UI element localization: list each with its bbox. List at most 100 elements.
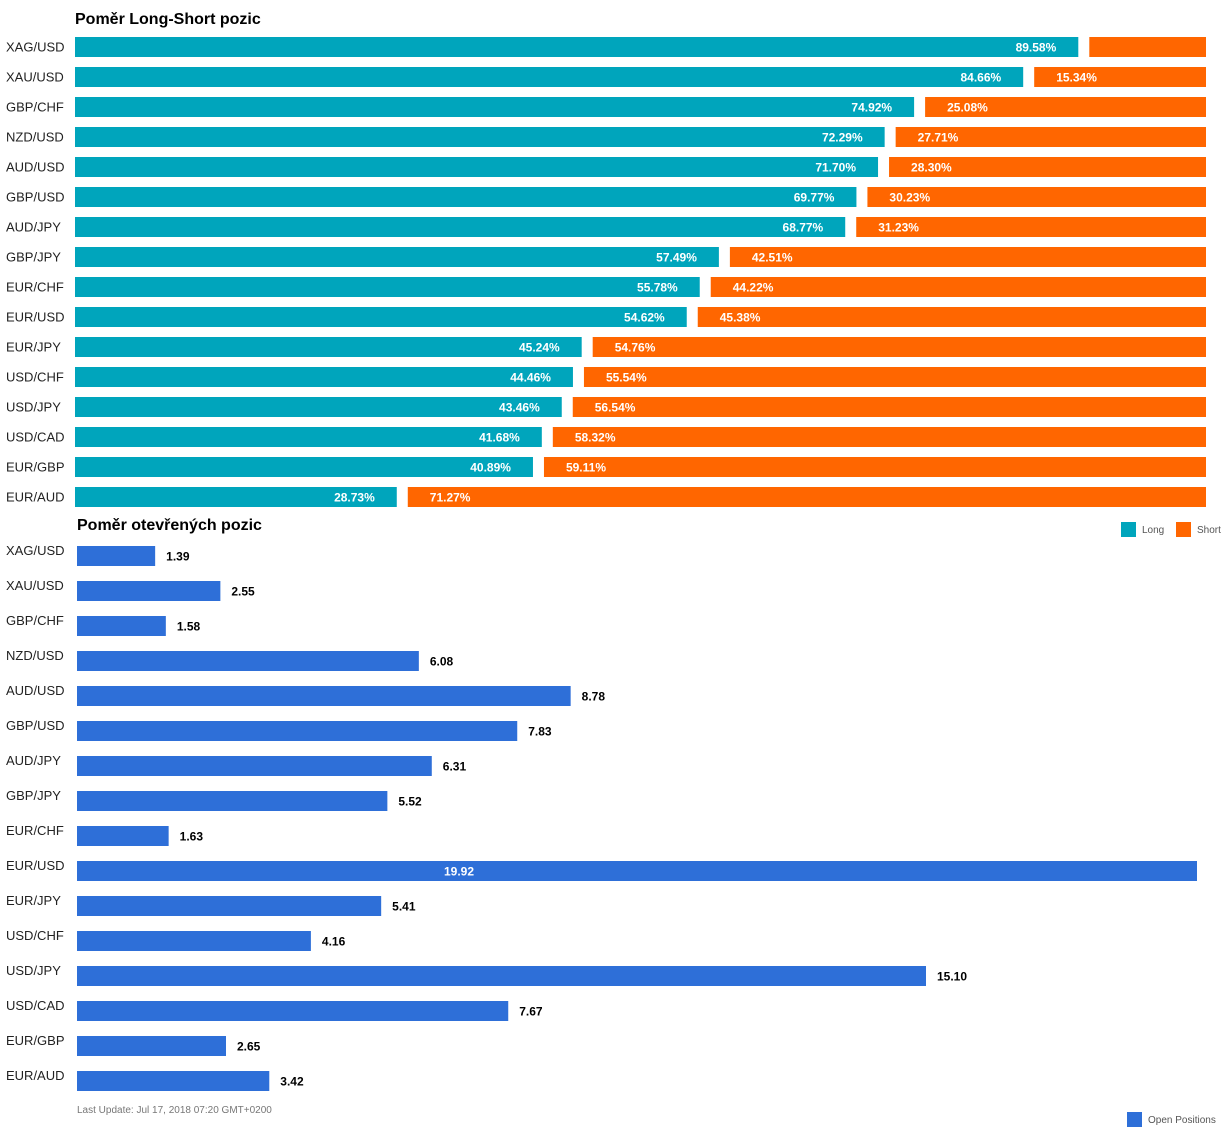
short-value-label: 58.32% xyxy=(575,431,616,445)
long-short-category-label: EUR/GBP xyxy=(6,460,65,475)
open-positions-category-label: USD/CHF xyxy=(6,928,64,943)
long-bar xyxy=(75,157,879,177)
open-positions-value-label: 5.41 xyxy=(392,900,416,914)
open-positions-bar xyxy=(77,826,169,846)
long-bar xyxy=(75,487,397,507)
open-positions-category-label: USD/JPY xyxy=(6,963,61,978)
long-value-label: 84.66% xyxy=(960,71,1001,85)
open-positions-value-label: 7.67 xyxy=(519,1005,543,1019)
open-positions-value-label: 5.52 xyxy=(398,795,422,809)
long-bar xyxy=(75,97,915,117)
short-bar xyxy=(697,307,1206,327)
long-short-category-label: EUR/JPY xyxy=(6,340,61,355)
open-positions-bar xyxy=(77,931,311,951)
open-positions-value-label: 6.08 xyxy=(430,655,454,669)
long-short-category-label: AUD/JPY xyxy=(6,220,61,235)
open-positions-value-label: 6.31 xyxy=(443,760,467,774)
open-positions-category-label: XAG/USD xyxy=(6,543,65,558)
long-value-label: 55.78% xyxy=(637,281,678,295)
last-update-text: Last Update: Jul 17, 2018 07:20 GMT+0200 xyxy=(77,1105,272,1116)
open-positions-value-label: 1.63 xyxy=(180,830,204,844)
open-positions-chart-title: Poměr otevřených pozic xyxy=(77,517,262,534)
long-value-label: 28.73% xyxy=(334,491,375,505)
open-positions-bar xyxy=(77,686,571,706)
short-bar xyxy=(572,397,1206,417)
open-positions-bar xyxy=(77,1036,226,1056)
long-bar xyxy=(75,307,687,327)
open-positions-value-label: 4.16 xyxy=(322,935,346,949)
open-positions-value-label: 3.42 xyxy=(280,1075,304,1089)
open-positions-value-label: 15.10 xyxy=(937,970,967,984)
open-positions-bar xyxy=(77,756,432,776)
open-positions-value-label: 7.83 xyxy=(528,725,552,739)
legend-long-swatch xyxy=(1121,522,1136,537)
long-short-legend: Long Short xyxy=(1121,522,1221,537)
long-bar xyxy=(75,277,700,297)
short-bar xyxy=(592,337,1206,357)
open-positions-bar xyxy=(77,1001,509,1021)
long-value-label: 44.46% xyxy=(510,371,551,385)
short-bar xyxy=(867,187,1206,207)
long-short-category-label: GBP/USD xyxy=(6,190,65,205)
open-positions-value-label: 1.58 xyxy=(177,620,201,634)
open-positions-bar xyxy=(77,1071,270,1091)
legend-open-label: Open Positions xyxy=(1148,1115,1216,1126)
open-positions-bar xyxy=(77,581,221,601)
short-bar xyxy=(583,367,1206,387)
long-bar xyxy=(75,247,719,267)
short-bar xyxy=(543,457,1206,477)
open-positions-category-label: EUR/GBP xyxy=(6,1033,65,1048)
short-value-label: 28.30% xyxy=(911,161,952,175)
short-value-label: 56.54% xyxy=(595,401,636,415)
long-short-category-label: USD/CHF xyxy=(6,370,64,385)
open-positions-value-label: 8.78 xyxy=(582,690,606,704)
legend-short-swatch xyxy=(1176,522,1191,537)
short-value-label: 44.22% xyxy=(733,281,774,295)
long-short-category-label: GBP/CHF xyxy=(6,100,64,115)
long-short-category-label: EUR/USD xyxy=(6,310,65,325)
open-positions-value-label: 2.65 xyxy=(237,1040,261,1054)
long-value-label: 69.77% xyxy=(794,191,835,205)
open-positions-category-label: EUR/JPY xyxy=(6,893,61,908)
open-positions-bar xyxy=(77,791,388,811)
long-short-category-label: EUR/CHF xyxy=(6,280,64,295)
open-positions-category-label: GBP/JPY xyxy=(6,788,61,803)
short-bar xyxy=(407,487,1206,507)
open-positions-bar xyxy=(77,896,382,916)
short-value-label: 59.11% xyxy=(566,461,606,475)
open-positions-category-label: GBP/CHF xyxy=(6,613,64,628)
short-value-label: 31.23% xyxy=(878,221,919,235)
open-positions-value-label: 19.92 xyxy=(444,865,474,879)
long-short-bars: XAG/USD 89.58% XAU/USD 84.66% 15.34% GBP/CHF 7… xyxy=(6,37,1206,507)
open-positions-bars: XAG/USD 1.39 XAU/USD 2.55 GBP/CHF 1.58 NZD/USD… xyxy=(6,543,1197,1091)
short-bar xyxy=(925,97,1206,117)
long-value-label: 71.70% xyxy=(815,161,856,175)
long-bar xyxy=(75,427,542,447)
legend-open-swatch xyxy=(1127,1112,1142,1127)
legend-short-label: Short xyxy=(1197,525,1221,536)
short-bar xyxy=(729,247,1206,267)
long-bar xyxy=(75,67,1024,87)
open-positions-bar xyxy=(77,651,419,671)
long-bar xyxy=(75,367,573,387)
short-value-label: 42.51% xyxy=(752,251,793,265)
long-bar xyxy=(75,337,582,357)
open-positions-bar xyxy=(77,861,1197,881)
short-bar xyxy=(856,217,1206,237)
open-positions-category-label: EUR/AUD xyxy=(6,1068,65,1083)
long-short-chart-title: Poměr Long-Short pozic xyxy=(75,11,261,28)
short-bar xyxy=(889,157,1206,177)
long-value-label: 68.77% xyxy=(783,221,824,235)
short-value-label: 45.38% xyxy=(720,311,761,325)
long-value-label: 43.46% xyxy=(499,401,540,415)
short-bar xyxy=(552,427,1206,447)
long-short-category-label: USD/JPY xyxy=(6,400,61,415)
short-bar xyxy=(895,127,1206,147)
long-bar xyxy=(75,457,533,477)
long-value-label: 72.29% xyxy=(822,131,863,145)
short-bar xyxy=(1034,67,1206,87)
long-bar xyxy=(75,127,885,147)
open-positions-bar xyxy=(77,546,156,566)
open-positions-bar xyxy=(77,966,926,986)
